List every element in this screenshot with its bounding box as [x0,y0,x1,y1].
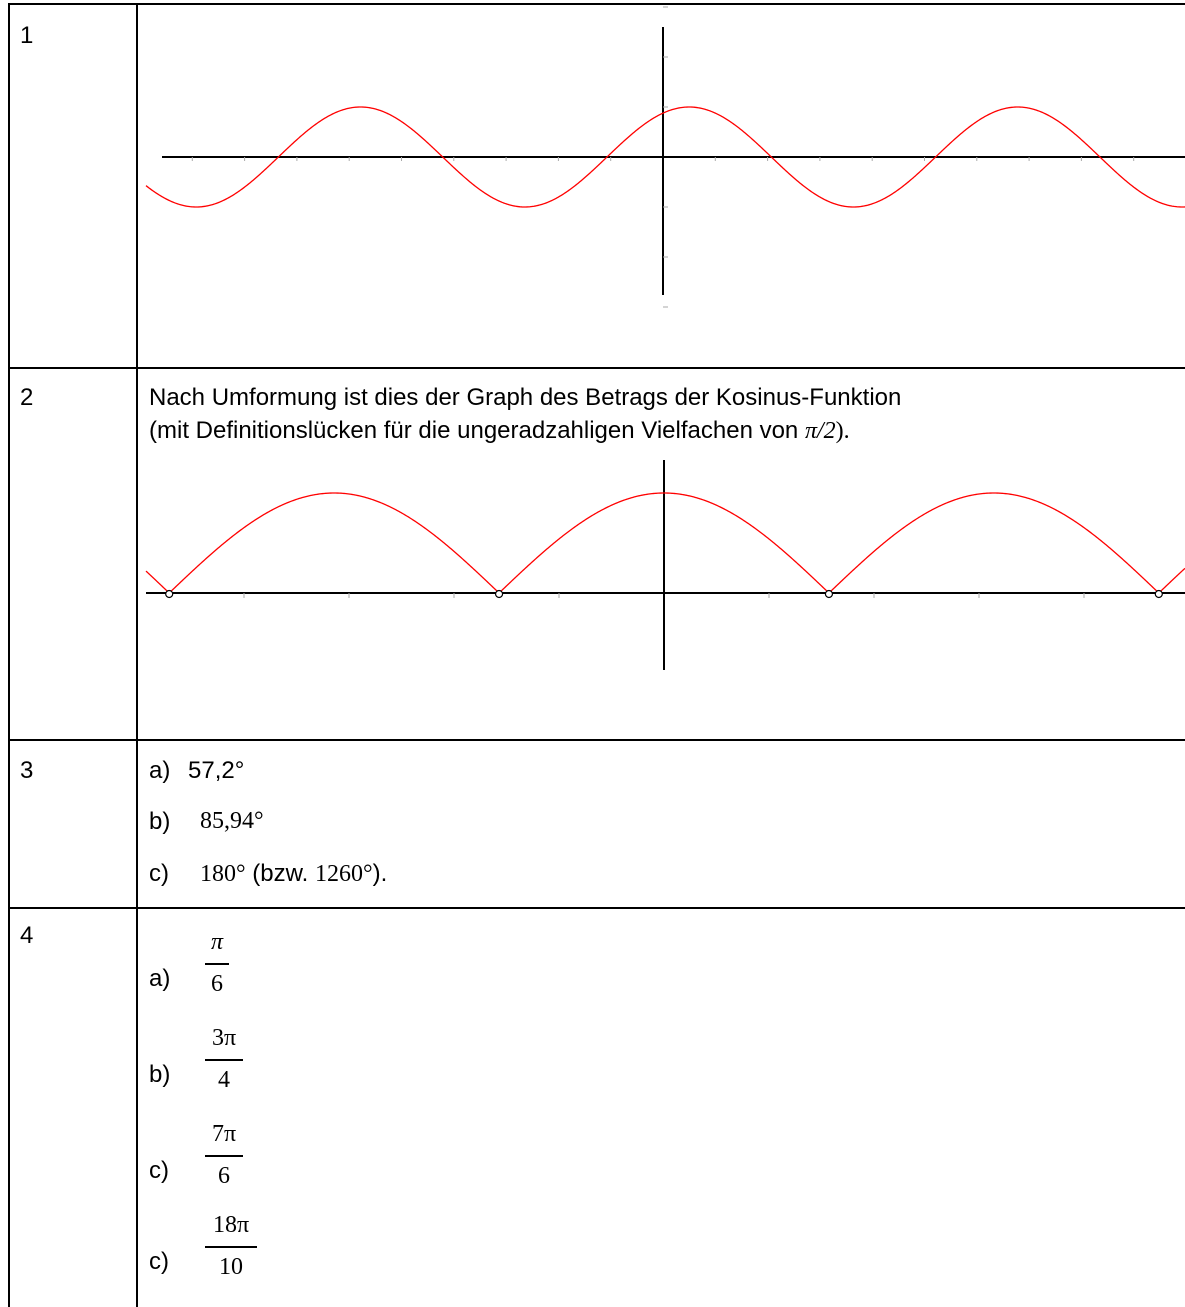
denominator: 4 [218,1067,230,1093]
denominator: 6 [211,971,223,997]
item-value: 57,2° [188,757,245,784]
row-divider [8,367,1185,369]
fraction-bar [205,1246,257,1248]
numerator: 7π [211,1121,237,1147]
item-label: c) [149,1157,169,1184]
abs-cosine-graph [145,460,1185,670]
table-top-border [8,3,1185,5]
fraction: 3π 4 [205,1023,243,1095]
row-divider [8,739,1185,741]
denominator: 6 [218,1163,230,1189]
fraction: 7π 6 [205,1119,243,1191]
row-number: 1 [20,22,34,49]
cosine-curve [145,106,1185,208]
definition-gap-point [1154,589,1163,599]
fraction-bar [205,1155,243,1157]
fraction: 18π 10 [205,1210,257,1282]
row-number: 3 [20,757,34,784]
description-line-2: (mit Definitionslücken für die ungeradza… [149,417,850,444]
item-label: a) [149,965,171,992]
abs-cosine-curve [145,492,1185,594]
shifted-cosine-graph [145,6,1185,308]
row-divider [8,907,1185,909]
item-value: 85,94° [200,808,264,834]
numerator: 18π [212,1212,250,1238]
row-number: 2 [20,384,34,411]
numerator: π [210,929,224,955]
fraction-bar [205,1059,243,1061]
description-line-1: Nach Umformung ist dies der Graph des Be… [149,384,902,411]
denominator: 10 [219,1254,243,1280]
item-value: 180° (bzw. 1260°). [200,860,388,887]
definition-gap-point [824,589,834,599]
column-divider [136,3,138,1307]
fraction: π 6 [205,927,229,999]
table-left-border [8,3,10,1307]
row-2-description: Nach Umformung ist dies der Graph des Be… [149,381,1179,448]
definition-gap-point [165,589,174,599]
numerator: 3π [211,1025,237,1051]
item-label: c) [149,860,169,887]
item-label: c) [149,1248,169,1275]
fraction-bar [205,963,229,965]
row-number: 4 [20,922,34,949]
definition-gap-point [494,589,504,599]
pi-half-math: π/2 [804,418,836,444]
item-label: b) [149,1061,171,1088]
item-label: a) [149,757,171,784]
item-label: b) [149,808,171,835]
